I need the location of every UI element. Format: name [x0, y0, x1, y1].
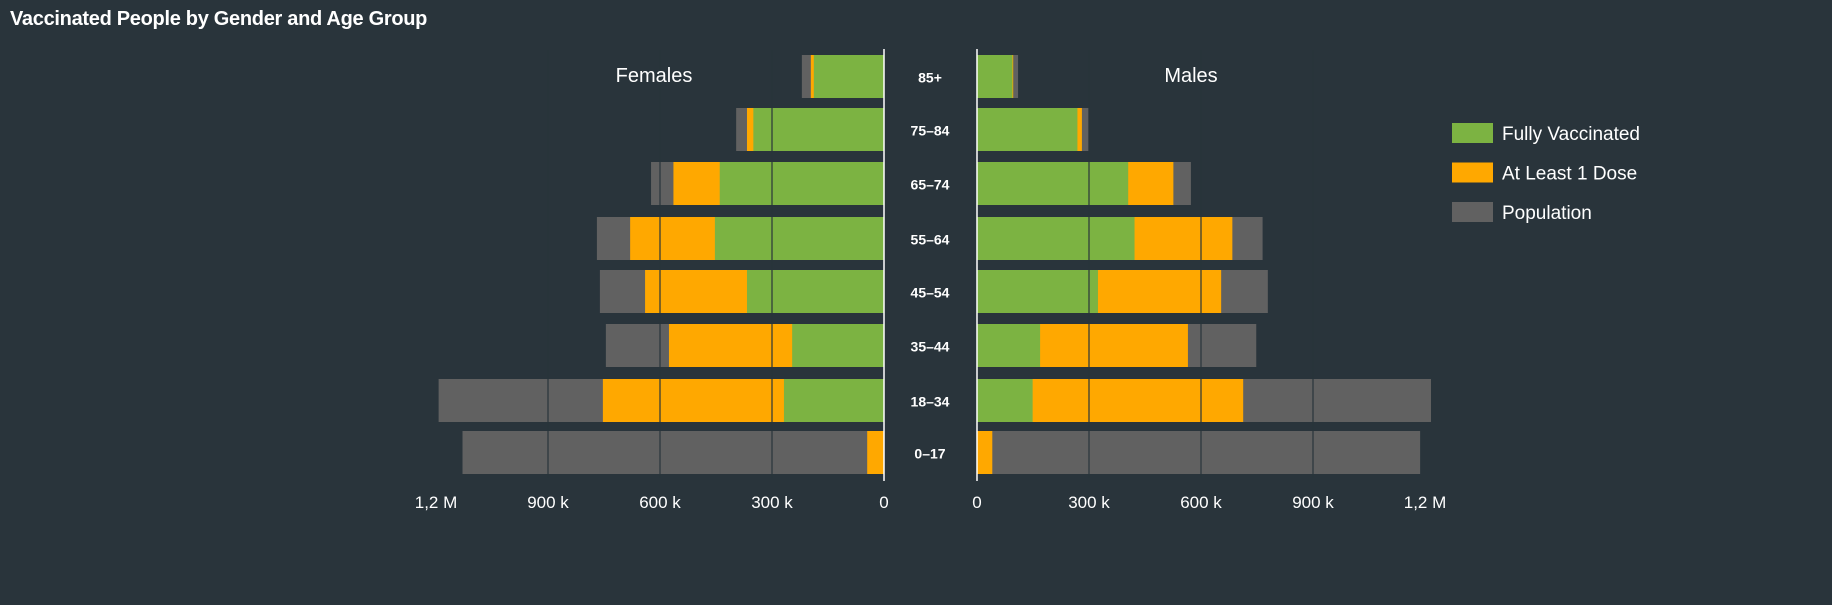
- bar-males-fully-vaccinated-0: [977, 55, 1013, 98]
- side-label-females: Females: [616, 65, 693, 87]
- x-tick-label-males: 0: [972, 493, 981, 512]
- bar-females-fully-vaccinated-4: [746, 270, 884, 313]
- bar-females-population-7: [462, 431, 884, 474]
- age-group-label: 55–64: [911, 232, 950, 248]
- bar-females-fully-vaccinated-6: [783, 379, 884, 422]
- age-group-label: 65–74: [911, 177, 950, 193]
- x-tick-label-females: 300 k: [751, 493, 793, 512]
- bar-females-at-least-1-dose-7: [867, 431, 884, 474]
- legend-swatch-fully-vaccinated: [1452, 123, 1493, 143]
- x-tick-label-males: 300 k: [1068, 493, 1110, 512]
- bar-females-fully-vaccinated-2: [719, 162, 884, 205]
- legend-swatch-at-least-1-dose: [1452, 162, 1493, 183]
- age-group-label: 45–54: [911, 285, 950, 301]
- legend-swatch-population: [1452, 202, 1493, 222]
- x-tick-label-males: 600 k: [1180, 493, 1222, 512]
- age-group-label: 75–84: [911, 123, 950, 139]
- x-tick-label-females: 900 k: [527, 493, 569, 512]
- x-tick-label-females: 1,2 M: [415, 493, 458, 512]
- x-tick-label-males: 1,2 M: [1404, 493, 1447, 512]
- bar-females-fully-vaccinated-0: [813, 55, 884, 98]
- bar-females-fully-vaccinated-3: [714, 217, 884, 260]
- legend-label: Fully Vaccinated: [1502, 124, 1640, 145]
- bar-males-fully-vaccinated-2: [977, 162, 1129, 205]
- age-group-label: 18–34: [911, 394, 950, 410]
- chart-title: Vaccinated People by Gender and Age Grou…: [10, 8, 428, 30]
- bar-males-fully-vaccinated-6: [977, 379, 1033, 422]
- x-tick-label-females: 600 k: [639, 493, 681, 512]
- bar-males-fully-vaccinated-1: [977, 108, 1078, 151]
- legend-label: At Least 1 Dose: [1502, 164, 1637, 185]
- bar-males-fully-vaccinated-5: [977, 324, 1041, 367]
- bar-males-fully-vaccinated-4: [977, 270, 1098, 313]
- age-group-label: 85+: [918, 70, 942, 86]
- bar-males-fully-vaccinated-3: [977, 217, 1135, 260]
- bar-males-population-7: [977, 431, 1421, 474]
- x-tick-label-males: 900 k: [1292, 493, 1334, 512]
- bar-males-at-least-1-dose-7: [977, 431, 993, 474]
- legend-label: Population: [1502, 203, 1592, 224]
- age-group-label: 35–44: [911, 339, 950, 355]
- age-group-label: 0–17: [914, 446, 945, 462]
- side-label-males: Males: [1164, 65, 1217, 87]
- bar-females-fully-vaccinated-5: [792, 324, 884, 367]
- x-tick-label-females: 0: [879, 493, 888, 512]
- bar-females-fully-vaccinated-1: [753, 108, 884, 151]
